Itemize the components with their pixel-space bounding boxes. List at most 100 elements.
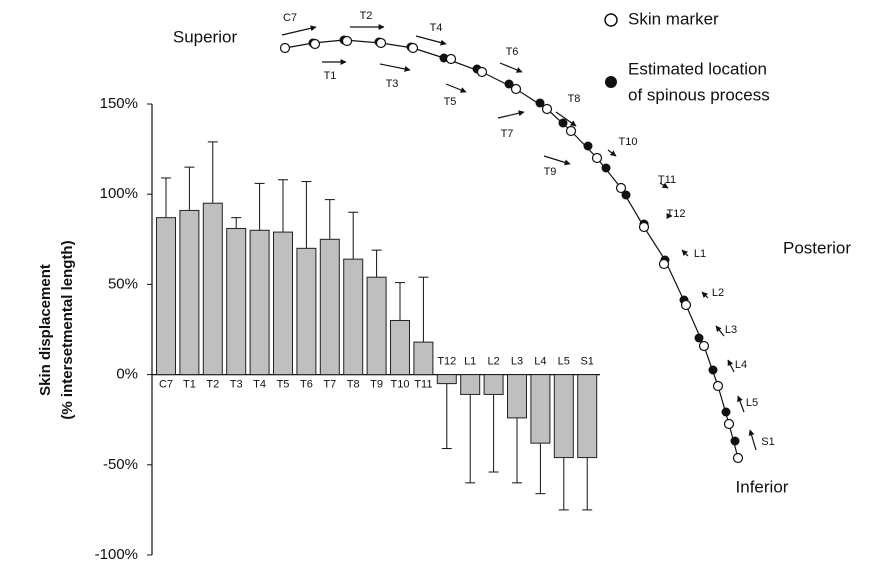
spine-label: T7 bbox=[501, 128, 514, 140]
displacement-arrow bbox=[281, 25, 317, 36]
spine-label: L1 bbox=[694, 248, 706, 260]
annotation: Superior bbox=[173, 27, 238, 46]
spine-label: T2 bbox=[360, 10, 373, 22]
x-tick-label: C7 bbox=[159, 379, 173, 391]
x-tick-label: S1 bbox=[580, 356, 593, 368]
displacement-arrow bbox=[555, 111, 577, 127]
spine-label: C7 bbox=[283, 12, 297, 24]
bar bbox=[249, 229, 270, 376]
bar bbox=[273, 231, 293, 376]
legend-label: Skin marker bbox=[628, 9, 719, 28]
bar bbox=[553, 374, 574, 459]
bar bbox=[156, 217, 176, 376]
skin-marker bbox=[375, 37, 387, 49]
displacement-arrow bbox=[727, 359, 735, 373]
spine-label: T1 bbox=[324, 70, 337, 82]
skin-marker bbox=[698, 340, 710, 352]
skin-marker bbox=[279, 42, 291, 54]
displacement-arrow bbox=[543, 155, 571, 166]
bar bbox=[507, 374, 527, 419]
bar bbox=[202, 202, 223, 376]
spine-label: T3 bbox=[386, 78, 399, 90]
bar bbox=[577, 374, 598, 459]
spine-label: T5 bbox=[444, 96, 457, 108]
skin-marker bbox=[658, 258, 670, 270]
spine-label: L4 bbox=[735, 359, 747, 371]
legend-symbol bbox=[604, 13, 618, 27]
y-tick-label: 50% bbox=[108, 275, 138, 292]
displacement-arrow bbox=[715, 325, 725, 337]
spine-label: L2 bbox=[712, 287, 724, 299]
skin-marker bbox=[732, 452, 744, 464]
bar bbox=[390, 319, 410, 376]
spine-label: T8 bbox=[568, 93, 581, 105]
y-tick-label: -100% bbox=[95, 546, 138, 563]
spinous-process bbox=[708, 365, 718, 375]
skin-marker bbox=[445, 53, 457, 65]
spine-label: L5 bbox=[746, 397, 758, 409]
x-tick-label: L3 bbox=[511, 356, 523, 368]
spine-label: L3 bbox=[725, 324, 737, 336]
bar bbox=[179, 209, 200, 376]
skin-marker bbox=[712, 380, 724, 392]
y-tick-label: 100% bbox=[100, 185, 138, 202]
displacement-arrow bbox=[748, 429, 757, 451]
spine-label: T6 bbox=[506, 46, 519, 58]
x-tick-label: L4 bbox=[534, 356, 546, 368]
bar bbox=[296, 247, 317, 376]
legend-label: Estimated location bbox=[628, 59, 767, 78]
legend-symbol bbox=[605, 76, 617, 88]
legend-label: of spinous process bbox=[628, 85, 770, 104]
spinous-process bbox=[694, 333, 704, 343]
x-tick-label: T3 bbox=[230, 379, 243, 391]
skin-marker bbox=[341, 35, 353, 47]
x-tick-label: T2 bbox=[206, 379, 219, 391]
displacement-arrow bbox=[415, 35, 447, 46]
bar bbox=[460, 374, 481, 395]
bar bbox=[319, 238, 340, 376]
bar bbox=[483, 374, 504, 395]
skin-marker bbox=[309, 38, 321, 50]
skin-marker bbox=[591, 152, 603, 164]
spinous-process bbox=[558, 118, 568, 128]
bar bbox=[226, 227, 247, 376]
y-tick-label: 150% bbox=[100, 95, 138, 112]
spinous-process bbox=[721, 407, 731, 417]
skin-marker bbox=[638, 221, 650, 233]
spinous-process bbox=[535, 98, 545, 108]
displacement-arrow bbox=[499, 62, 523, 73]
spine-label: T12 bbox=[667, 208, 686, 220]
skin-marker bbox=[541, 103, 553, 115]
x-tick-label: T10 bbox=[391, 379, 410, 391]
y-tick-label: 0% bbox=[116, 366, 138, 383]
spinous-process bbox=[730, 436, 740, 446]
x-tick-label: L5 bbox=[558, 356, 570, 368]
displacement-arrow bbox=[445, 83, 467, 93]
skin-marker bbox=[407, 42, 419, 54]
skin-marker bbox=[723, 418, 735, 430]
y-axis-label: (% intersetmental length) bbox=[59, 240, 76, 419]
annotation: Posterior bbox=[783, 238, 851, 257]
spine-label: S1 bbox=[761, 436, 774, 448]
x-tick-label: T4 bbox=[253, 379, 266, 391]
spinous-process bbox=[621, 190, 631, 200]
displacement-arrow bbox=[681, 249, 689, 257]
y-axis-label: Skin displacement bbox=[37, 264, 54, 396]
x-tick-label: T1 bbox=[183, 379, 196, 391]
skin-marker bbox=[510, 83, 522, 95]
x-tick-label: T8 bbox=[347, 379, 360, 391]
skin-marker bbox=[476, 66, 488, 78]
x-tick-label: T12 bbox=[437, 356, 456, 368]
spine-label: T4 bbox=[430, 22, 443, 34]
x-tick-label: T6 bbox=[300, 379, 313, 391]
bar bbox=[530, 374, 551, 444]
displacement-arrow bbox=[659, 182, 669, 189]
skin-marker bbox=[615, 182, 627, 194]
x-tick-label: T5 bbox=[277, 379, 290, 391]
displacement-arrow bbox=[497, 110, 525, 119]
bar bbox=[413, 341, 434, 376]
spine-label: T9 bbox=[544, 166, 557, 178]
displacement-arrow bbox=[701, 291, 709, 299]
